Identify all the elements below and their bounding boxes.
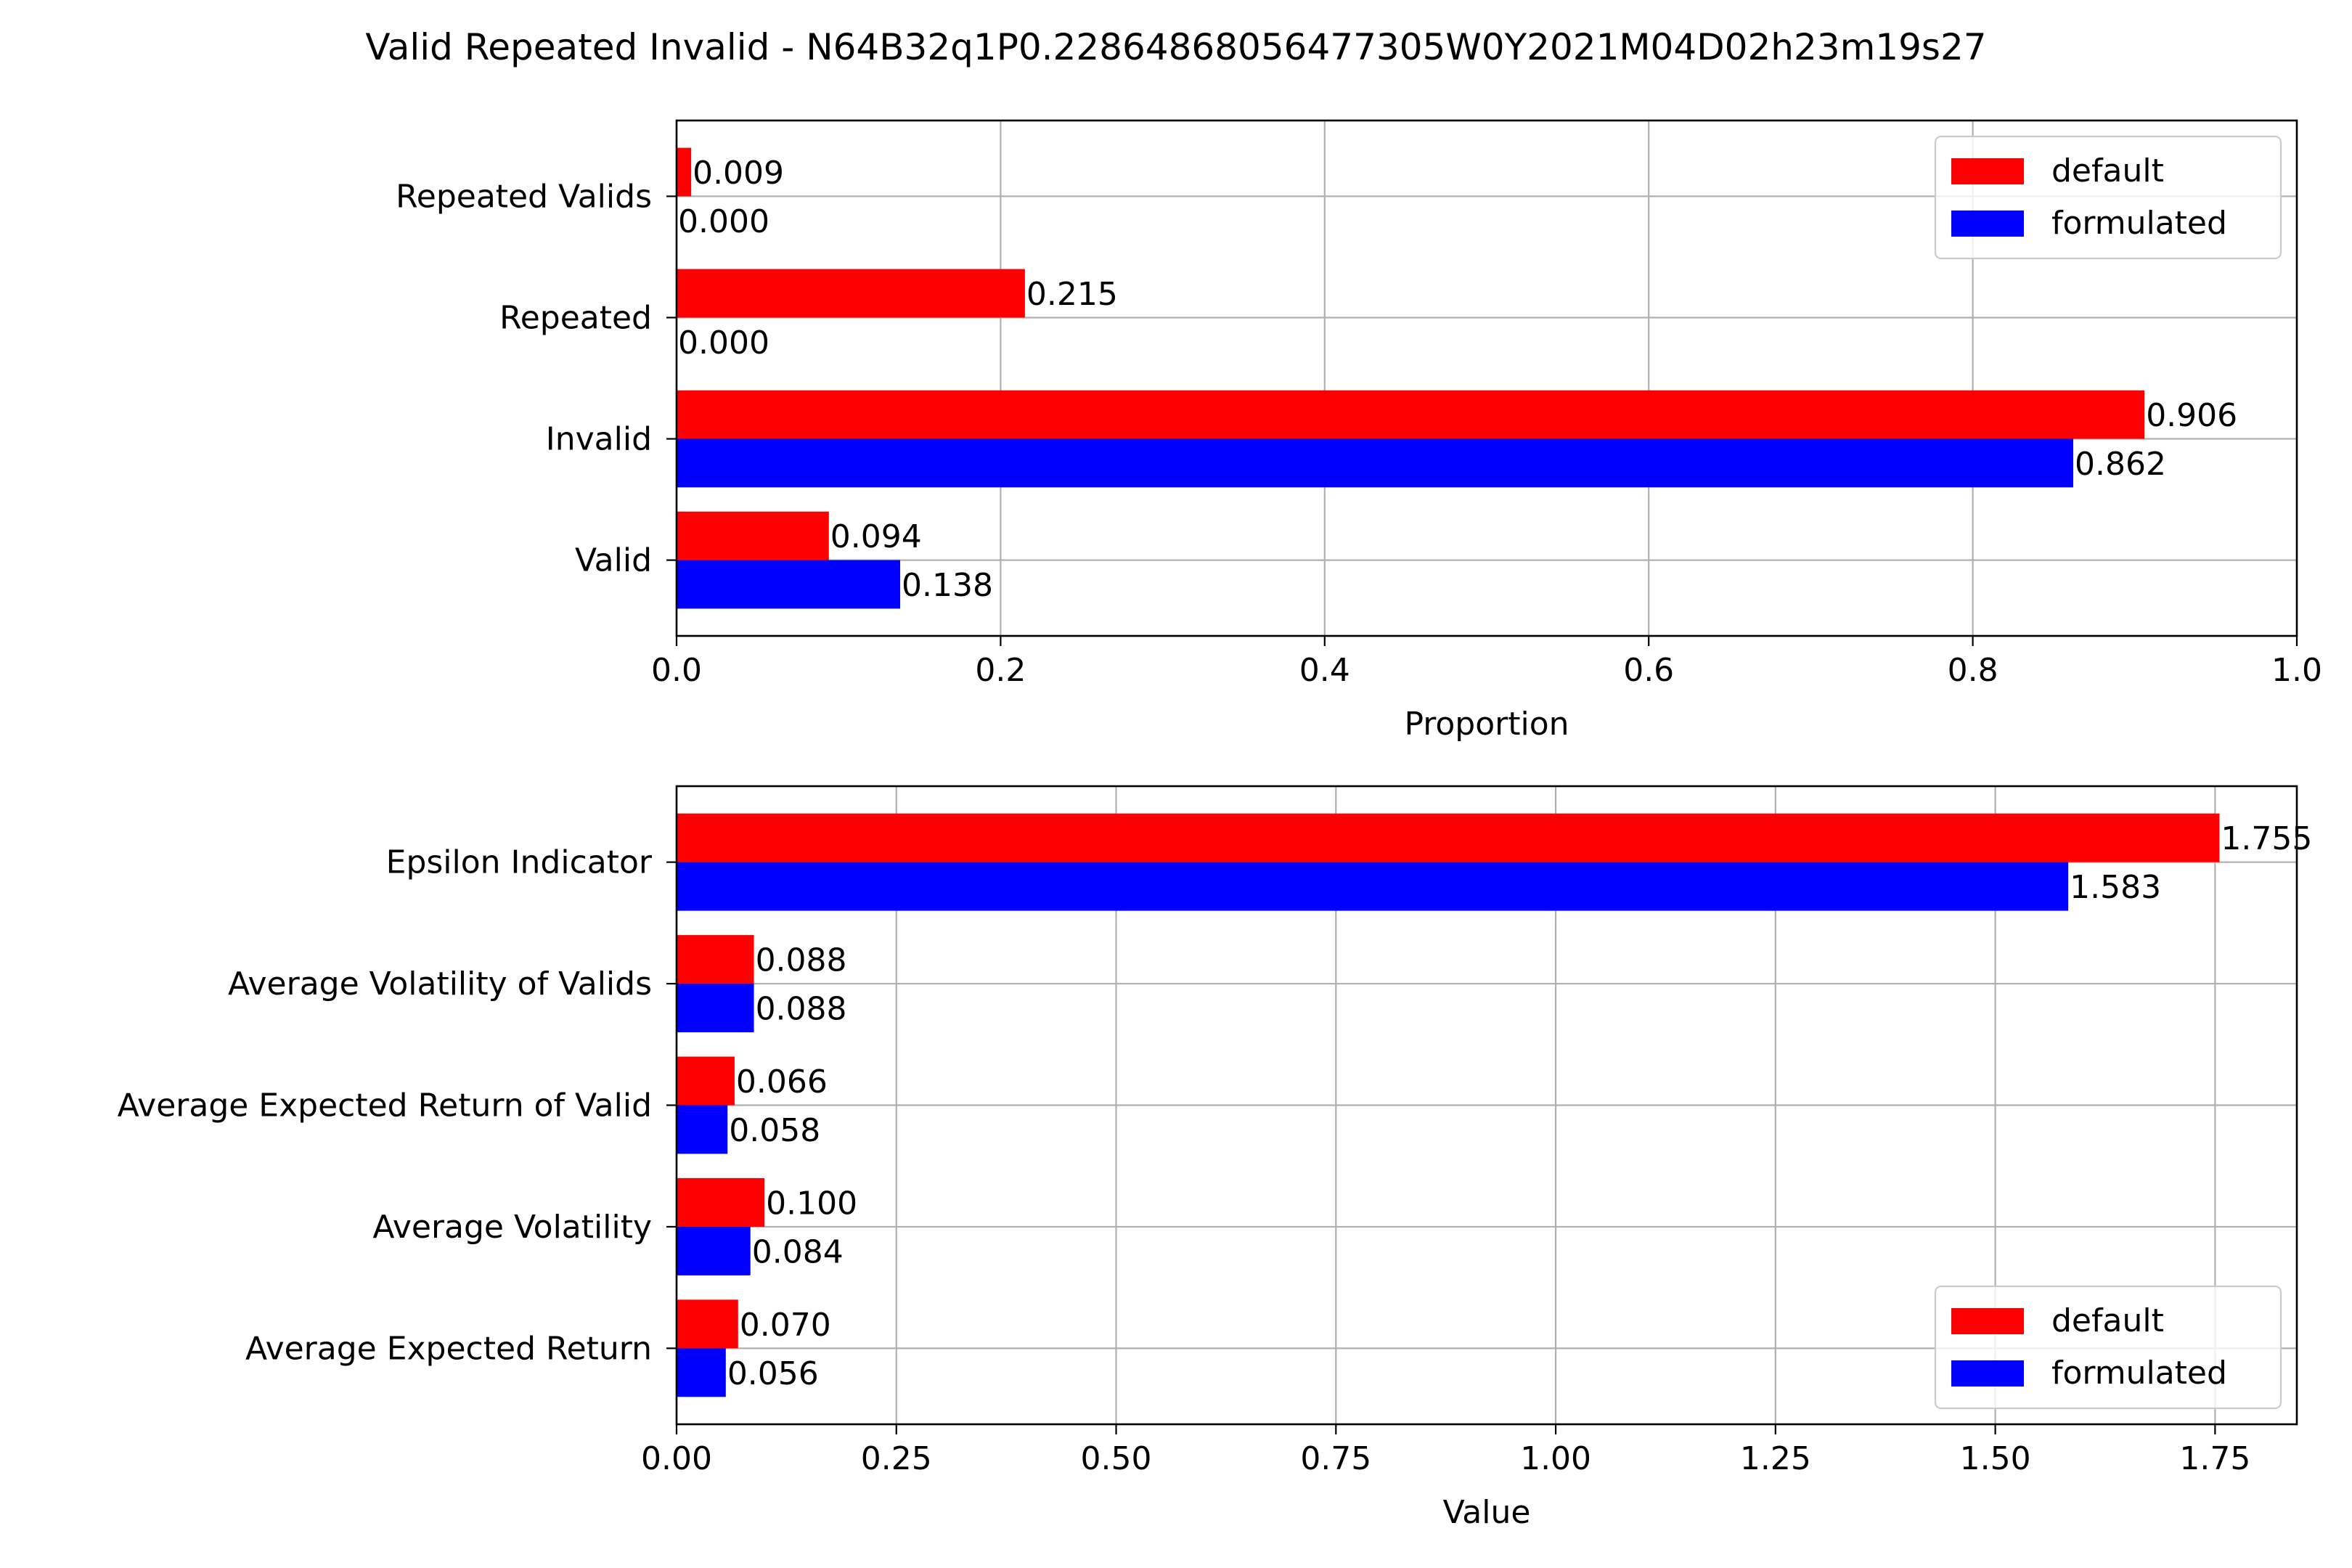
category-label-invalid: Invalid [546,421,652,458]
category-label-valid: Valid [575,542,652,579]
legend-label-formulated: formulated [2051,205,2227,242]
bar-default-invalid [677,390,2145,439]
bar-formulated-valid [677,560,901,609]
category-label-average-volatility: Average Volatility [372,1209,652,1246]
data-label-formulated-average-volatility: 0.084 [752,1233,844,1270]
data-label-formulated-valid: 0.138 [902,567,993,604]
legend-swatch-formulated [1951,1360,2024,1387]
bar-formulated-average-expected-return-of-valid [677,1105,728,1154]
x-tick-label: 0.6 [1623,652,1674,689]
data-label-default-average-expected-return: 0.070 [740,1307,831,1344]
legend: default formulated [1934,1285,2282,1410]
x-tick-label: 0.0 [651,652,702,689]
category-label-average-volatility-of-valids: Average Volatility of Valids [228,965,652,1003]
data-label-formulated-average-expected-return-of-valid: 0.058 [729,1112,820,1149]
axes-frame [675,119,2298,637]
x-axis-label: Proportion [1404,706,1569,743]
x-tick-label: 0.2 [975,652,1026,689]
legend-label-default: default [2051,152,2164,189]
data-label-formulated-invalid: 0.862 [2075,446,2166,483]
data-label-default-repeated: 0.215 [1026,276,1118,313]
legend-swatch-default [1951,1308,2024,1334]
x-tick-label: 1.50 [1960,1440,2031,1477]
data-label-formulated-repeated: 0.000 [678,324,769,362]
x-axis-label: Value [1443,1494,1531,1531]
bar-formulated-average-expected-return [677,1348,726,1397]
bar-default-average-volatility [677,1177,765,1227]
axes-frame [675,785,2298,1426]
category-label-repeated-valids: Repeated Valids [396,178,652,215]
bar-default-valid [677,511,829,560]
x-tick-label: 0.25 [861,1440,932,1477]
bar-default-average-expected-return [677,1299,738,1349]
bar-default-repeated [677,269,1025,318]
category-label-epsilon-indicator: Epsilon Indicator [386,844,653,881]
bar-formulated-epsilon-indicator [677,862,2069,911]
data-label-formulated-average-volatility-of-valids: 0.088 [756,991,847,1028]
x-tick-label: 0.8 [1948,652,1998,689]
bar-formulated-invalid [677,438,2073,488]
data-label-default-valid: 0.094 [830,518,922,555]
x-tick-label: 0.75 [1300,1440,1371,1477]
figure-title: Valid Repeated Invalid - N64B32q1P0.2286… [365,26,1986,68]
data-label-default-average-expected-return-of-valid: 0.066 [736,1063,828,1101]
data-label-default-average-volatility: 0.100 [766,1185,857,1222]
data-label-formulated-repeated-valids: 0.000 [678,203,769,240]
data-label-formulated-average-expected-return: 0.056 [727,1355,819,1392]
x-tick-label: 0.50 [1081,1440,1152,1477]
legend-swatch-formulated [1951,211,2024,237]
bar-default-average-volatility-of-valids [677,935,754,984]
data-label-default-average-volatility-of-valids: 0.088 [756,942,847,979]
x-tick-label: 1.75 [2179,1440,2250,1477]
bar-formulated-average-volatility-of-valids [677,984,754,1033]
category-label-average-expected-return-of-valid: Average Expected Return of Valid [118,1087,652,1124]
bar-formulated-average-volatility [677,1226,751,1275]
bar-default-epsilon-indicator [677,813,2220,862]
legend: default formulated [1934,135,2282,260]
category-label-repeated: Repeated [499,299,652,336]
proportion-chart-panel: 0.0 0.2 0.4 0.6 0.8 1.0 Valid Invalid Repeated Re… [396,119,2322,743]
x-tick-label: 0.4 [1299,652,1350,689]
bar-default-average-expected-return-of-valid [677,1056,735,1106]
value-chart-panel: 0.00 0.25 0.50 0.75 1.00 1.25 1.50 1.75 Average … [118,785,2312,1531]
data-label-formulated-epsilon-indicator: 1.583 [2070,869,2161,906]
x-tick-label: 1.0 [2271,652,2322,689]
legend-label-formulated: formulated [2051,1355,2227,1392]
x-tick-label: 1.25 [1740,1440,1811,1477]
x-tick-label: 1.00 [1520,1440,1591,1477]
bar-default-repeated-valids [677,147,692,197]
data-label-default-repeated-valids: 0.009 [693,155,784,192]
legend-label-default: default [2051,1302,2164,1339]
legend-swatch-default [1951,158,2024,184]
x-tick-label: 0.00 [641,1440,712,1477]
data-label-default-epsilon-indicator: 1.755 [2221,820,2312,857]
data-label-default-invalid: 0.906 [2146,397,2237,434]
category-label-average-expected-return: Average Expected Return [245,1330,652,1367]
